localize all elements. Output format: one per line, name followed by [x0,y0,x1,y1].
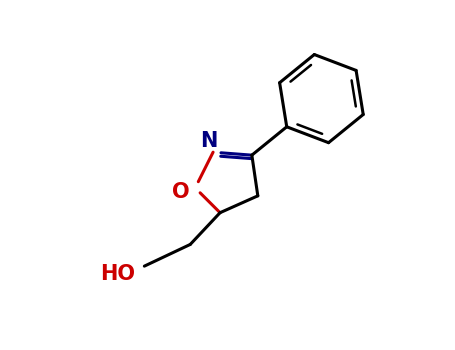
Text: N: N [200,131,218,151]
Text: O: O [172,182,190,202]
Text: HO: HO [101,264,136,284]
